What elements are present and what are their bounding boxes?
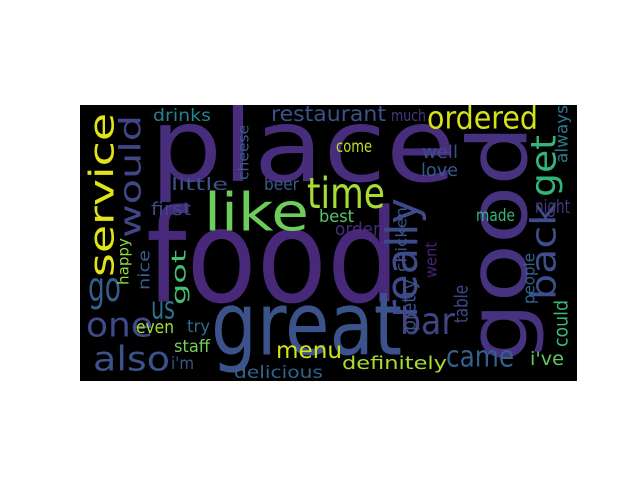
cloud-word: made: [476, 205, 515, 226]
cloud-word: try: [187, 316, 211, 337]
cloud-word: always: [552, 105, 573, 163]
cloud-word: pretty: [399, 278, 421, 331]
cloud-word: also: [93, 339, 170, 379]
cloud-word: chicken: [392, 207, 411, 272]
cloud-word: first: [151, 199, 192, 221]
cloud-word: even: [136, 317, 175, 339]
cloud-word: menu: [276, 337, 342, 364]
cloud-word: well: [422, 142, 458, 164]
cloud-word: went: [421, 241, 441, 278]
cloud-word: would: [113, 115, 148, 238]
cloud-word: i've: [530, 348, 565, 371]
cloud-word: come: [336, 136, 373, 157]
cloud-word: restaurant: [271, 105, 386, 126]
cloud-word: love: [421, 160, 458, 182]
cloud-word: could: [551, 299, 573, 347]
cloud-word: much: [391, 106, 426, 126]
cloud-word: place: [150, 105, 456, 206]
cloud-word: definitely: [342, 353, 447, 375]
word-cloud: food place good great like time really s…: [80, 105, 577, 381]
cloud-word: us: [151, 290, 176, 327]
cloud-word: great: [211, 273, 403, 376]
cloud-word: night: [535, 196, 570, 219]
cloud-word: got: [167, 249, 191, 305]
cloud-word: food: [146, 182, 400, 333]
cloud-word: beer: [264, 174, 299, 195]
cloud-word: one: [86, 305, 153, 345]
cloud-word: nice: [134, 249, 154, 290]
cloud-word: people: [519, 252, 539, 304]
cloud-word: came: [446, 339, 515, 374]
cloud-word: best: [319, 206, 355, 227]
cloud-word: staff: [174, 336, 210, 357]
cloud-word: time: [307, 168, 385, 219]
cloud-word: ordered: [427, 105, 539, 137]
cloud-word: delicious: [234, 362, 323, 381]
cloud-word: bar: [400, 299, 455, 344]
cloud-word: like: [204, 182, 309, 244]
cloud-word: little: [171, 174, 229, 195]
cloud-word: happy: [114, 238, 133, 285]
cloud-word: order: [335, 219, 380, 241]
cloud-word: table: [451, 284, 473, 323]
cloud-word: drinks: [153, 105, 211, 126]
cloud-word: cheese: [234, 124, 253, 180]
cloud-word: i'm: [171, 353, 195, 374]
cloud-word: go: [88, 262, 121, 311]
